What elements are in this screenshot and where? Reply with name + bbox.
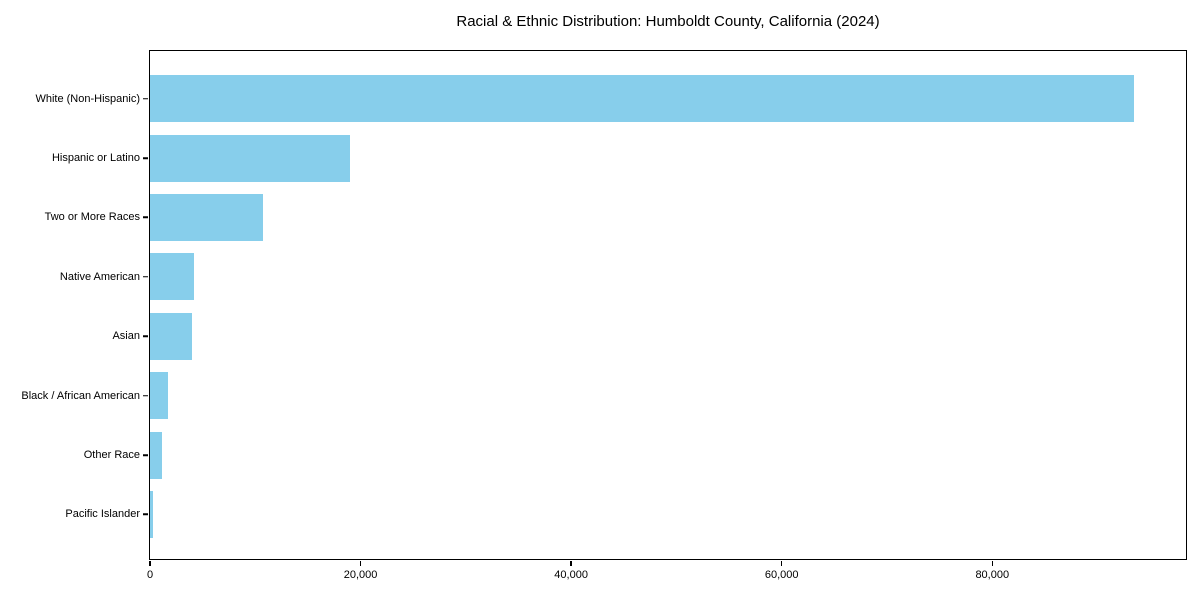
category-label: Two or More Races xyxy=(44,211,140,224)
y-axis-tick-mark xyxy=(143,394,148,397)
bar xyxy=(150,253,195,301)
y-axis-tick-mark xyxy=(143,276,148,278)
x-axis-tick-label: 40,000 xyxy=(554,569,588,581)
bar-row: Other Race xyxy=(84,425,1186,484)
bar-row: Hispanic or Latino xyxy=(52,128,1186,187)
bar-row: Asian xyxy=(112,307,1186,366)
chart-title: Racial & Ethnic Distribution: Humboldt C… xyxy=(456,13,880,30)
bar xyxy=(150,193,263,241)
x-axis-tick-label: 20,000 xyxy=(343,569,378,581)
category-label: Hispanic or Latino xyxy=(51,152,140,165)
category-label: Other Race xyxy=(83,449,140,462)
y-axis-tick-mark xyxy=(143,513,148,516)
x-axis-tick-label: 60,000 xyxy=(764,569,799,581)
bar-row: Two or More Races xyxy=(45,188,1186,247)
x-axis-tick-mark xyxy=(780,560,783,566)
chart-plot-area: White (Non-Hispanic) Hispanic or Latino Tw… xyxy=(21,50,1187,581)
x-axis-tick-label: 80,000 xyxy=(975,569,1010,581)
bar-row: Native American xyxy=(60,247,1186,306)
category-label: Pacific Islander xyxy=(65,508,140,521)
category-label: Black / African American xyxy=(21,389,140,402)
bar-row: Black / African American xyxy=(21,366,1186,425)
x-axis-tick-label: 0 xyxy=(146,569,154,581)
y-axis-tick-mark xyxy=(143,454,148,456)
bar xyxy=(150,490,154,538)
y-axis-tick-mark xyxy=(143,157,148,159)
bar xyxy=(150,134,351,182)
bar-row: Pacific Islander xyxy=(65,485,1186,544)
category-label: Asian xyxy=(112,330,140,343)
bar xyxy=(150,312,193,360)
category-label: White (Non-Hispanic) xyxy=(35,92,140,105)
bar xyxy=(150,431,162,479)
y-axis-tick-mark xyxy=(143,216,148,219)
y-axis-tick-mark xyxy=(143,335,148,338)
bar-row: White (Non-Hispanic) xyxy=(35,69,1186,128)
y-axis-tick-mark xyxy=(143,97,148,100)
category-label: Native American xyxy=(59,270,140,283)
x-axis-tick-mark xyxy=(570,560,572,566)
bar xyxy=(150,372,168,420)
bar xyxy=(150,75,1135,123)
x-axis-tick-mark xyxy=(991,560,994,566)
x-axis-tick-mark xyxy=(359,560,362,566)
x-axis-tick-mark xyxy=(149,560,151,566)
